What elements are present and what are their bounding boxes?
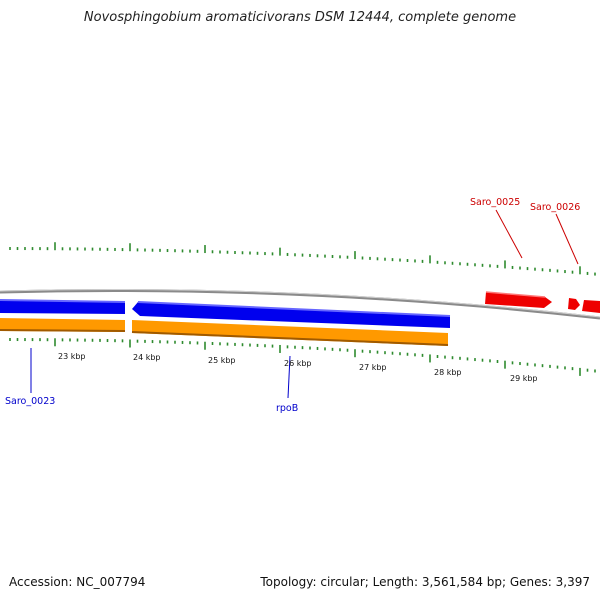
gene-label-saro-0023[interactable]: Saro_0023 <box>5 396 55 407</box>
cds-feature-saro-0026a[interactable] <box>568 298 580 310</box>
scale-label-29kbp: 29 kbp <box>510 374 538 383</box>
scale-label-24kbp: 24 kbp <box>133 353 161 362</box>
scale-label-26kbp: 26 kbp <box>284 359 312 368</box>
scale-label-23kbp: 23 kbp <box>58 352 86 361</box>
gene-feature-rpob[interactable] <box>132 320 448 346</box>
scale-label-25kbp: 25 kbp <box>208 356 236 365</box>
gene-label-saro-0025[interactable]: Saro_0025 <box>470 197 520 208</box>
gene-label-rpob[interactable]: rpoB <box>276 403 298 414</box>
scale-label-27kbp: 27 kbp <box>359 363 387 372</box>
inner-tick-ring <box>9 338 596 376</box>
accession-text: Accession: NC_007794 <box>9 575 146 589</box>
gene-label-saro-0026[interactable]: Saro_0026 <box>530 202 580 213</box>
genome-backbone <box>0 288 600 320</box>
cds-feature-saro-0026b[interactable] <box>582 300 600 313</box>
scale-label-28kbp: 28 kbp <box>434 368 462 377</box>
leader-saro-0025 <box>495 209 523 259</box>
leader-rpob <box>287 355 291 399</box>
genome-stats-text: Topology: circular; Length: 3,561,584 bp… <box>260 575 590 589</box>
cds-feature-saro-0023[interactable] <box>0 300 125 314</box>
gene-feature-saro-0023[interactable] <box>0 318 125 332</box>
cds-feature-saro-0025[interactable] <box>485 292 552 308</box>
outer-tick-ring <box>9 242 596 276</box>
map-title: Novosphingobium aromaticivorans DSM 1244… <box>83 10 517 25</box>
cds-feature-rpob[interactable] <box>132 302 450 328</box>
leader-saro-0026 <box>555 213 579 265</box>
